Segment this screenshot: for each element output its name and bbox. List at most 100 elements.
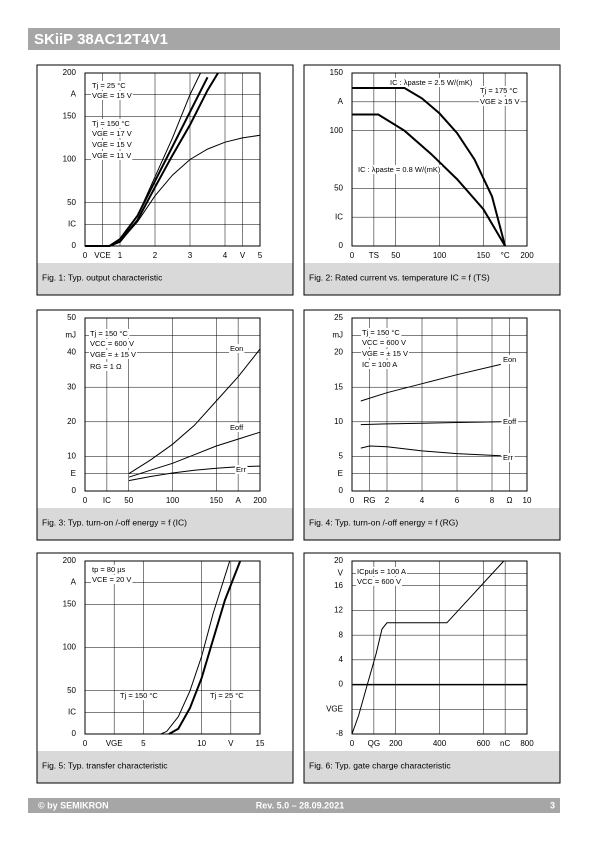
annotation-bg [91, 90, 133, 100]
annotation: ICpuls = 100 A [357, 567, 406, 576]
y-tick-label: 100 [63, 155, 77, 164]
plot-frame [84, 317, 261, 492]
annotation: VGE = ± 15 V [362, 349, 408, 358]
annotation-bg [361, 327, 402, 337]
annotation: tp = 80 µs [92, 565, 126, 574]
footer-center: Rev. 5.0 – 28.09.2021 [256, 800, 344, 810]
y-tick-label: 0 [72, 241, 77, 250]
x-tick-label: 0 [83, 496, 88, 505]
y-tick-label: 20 [334, 348, 343, 357]
plot-frame [351, 317, 528, 492]
y-tick-label: 0 [72, 729, 77, 738]
annotation: VGE ≥ 15 V [480, 97, 520, 106]
x-tick-label: 5 [258, 251, 263, 260]
y-tick-label: IC [335, 212, 343, 221]
y-tick-label: 100 [330, 126, 344, 135]
y-tick-label: 25 [334, 313, 343, 322]
annotation: VCC = 600 V [357, 577, 401, 586]
curve [360, 421, 501, 426]
y-tick-label: mJ [65, 330, 76, 339]
x-tick-label: 3 [188, 251, 193, 260]
caption: Fig. 2: Rated current vs. temperature IC… [309, 272, 490, 282]
x-tick-label: 0 [350, 496, 355, 505]
annotation-bg [91, 139, 133, 149]
annotation-bg [91, 574, 133, 584]
footer-right: 3 [550, 800, 555, 810]
y-tick-label: 8 [339, 630, 344, 639]
y-tick-label: 0 [72, 486, 77, 495]
y-tick-label: 200 [63, 556, 77, 565]
caption: Fig. 4: Typ. turn-on /-off energy = f (R… [309, 517, 458, 527]
footer-left: © by SEMIKRON [38, 800, 109, 810]
annotation-bg [89, 361, 124, 371]
annotation: IC : λpaste = 2.5 W/(mK) [390, 78, 473, 87]
x-tick-label: 50 [124, 496, 133, 505]
y-tick-label: 200 [63, 68, 77, 77]
panel-frame [303, 552, 561, 784]
curve [352, 113, 506, 247]
caption: Fig. 5: Typ. transfer characteristic [42, 760, 168, 770]
x-tick-label: 0 [83, 739, 88, 748]
x-tick-label: RG [364, 496, 376, 505]
y-tick-label: A [71, 90, 77, 99]
annotation-bg [361, 359, 399, 369]
y-tick-label: 0 [339, 486, 344, 495]
y-tick-label: 10 [67, 452, 76, 461]
annotation-bg [91, 564, 127, 574]
annotation-bg [502, 416, 519, 426]
y-tick-label: A [71, 578, 77, 587]
curve [85, 134, 261, 247]
annotation-bg [235, 464, 248, 474]
x-tick-label: V [228, 739, 234, 748]
y-tick-label: 15 [334, 382, 343, 391]
annotation-bg [389, 77, 474, 87]
x-tick-label: 50 [391, 251, 400, 260]
panel-frame [36, 552, 294, 784]
annotation-bg [229, 343, 245, 353]
x-tick-label: 100 [433, 251, 447, 260]
annotation-bg [357, 164, 442, 174]
curve [360, 363, 501, 402]
x-tick-label: V [240, 251, 246, 260]
y-tick-label: mJ [332, 330, 343, 339]
x-tick-label: 8 [490, 496, 495, 505]
y-tick-label: 20 [67, 417, 76, 426]
y-tick-label: 40 [67, 348, 76, 357]
y-tick-label: 4 [339, 655, 344, 664]
annotation: RG = 1 Ω [90, 362, 122, 371]
x-tick-label: 100 [166, 496, 180, 505]
annotation: Eon [230, 344, 243, 353]
annotation: Tj = 150 °C [362, 328, 400, 337]
caption: Fig. 3: Typ. turn-on /-off energy = f (I… [42, 517, 187, 527]
caption-band [304, 751, 560, 783]
header-title: SKiiP 38AC12T4V1 [34, 31, 168, 48]
x-tick-label: 150 [210, 496, 224, 505]
annotation: VCE = 20 V [92, 575, 131, 584]
x-tick-label: 5 [141, 739, 146, 748]
annotation: Eoff [503, 417, 517, 426]
annotation: VGE = 15 V [92, 91, 132, 100]
panel-frame [36, 64, 294, 296]
annotation: Eoff [230, 423, 244, 432]
annotation: Eon [503, 355, 516, 364]
annotation-bg [479, 85, 520, 95]
x-tick-label: 150 [477, 251, 491, 260]
curve [360, 445, 501, 457]
caption: Fig. 6: Typ. gate charge characteristic [309, 760, 451, 770]
footer-bar [28, 798, 560, 813]
y-tick-label: 50 [67, 313, 76, 322]
caption-band [37, 751, 293, 783]
annotation: Tj = 175 °C [480, 86, 518, 95]
annotation-bg [119, 690, 160, 700]
y-tick-label: 12 [334, 606, 343, 615]
annotation-bg [91, 150, 133, 160]
y-tick-label: 100 [63, 643, 77, 652]
x-tick-label: 0 [350, 251, 355, 260]
x-tick-label: 6 [455, 496, 460, 505]
annotation-bg [356, 576, 402, 586]
y-tick-label: E [71, 469, 76, 478]
x-tick-label: 200 [253, 496, 267, 505]
y-tick-label: A [338, 97, 344, 106]
y-tick-label: VGE [326, 704, 343, 713]
